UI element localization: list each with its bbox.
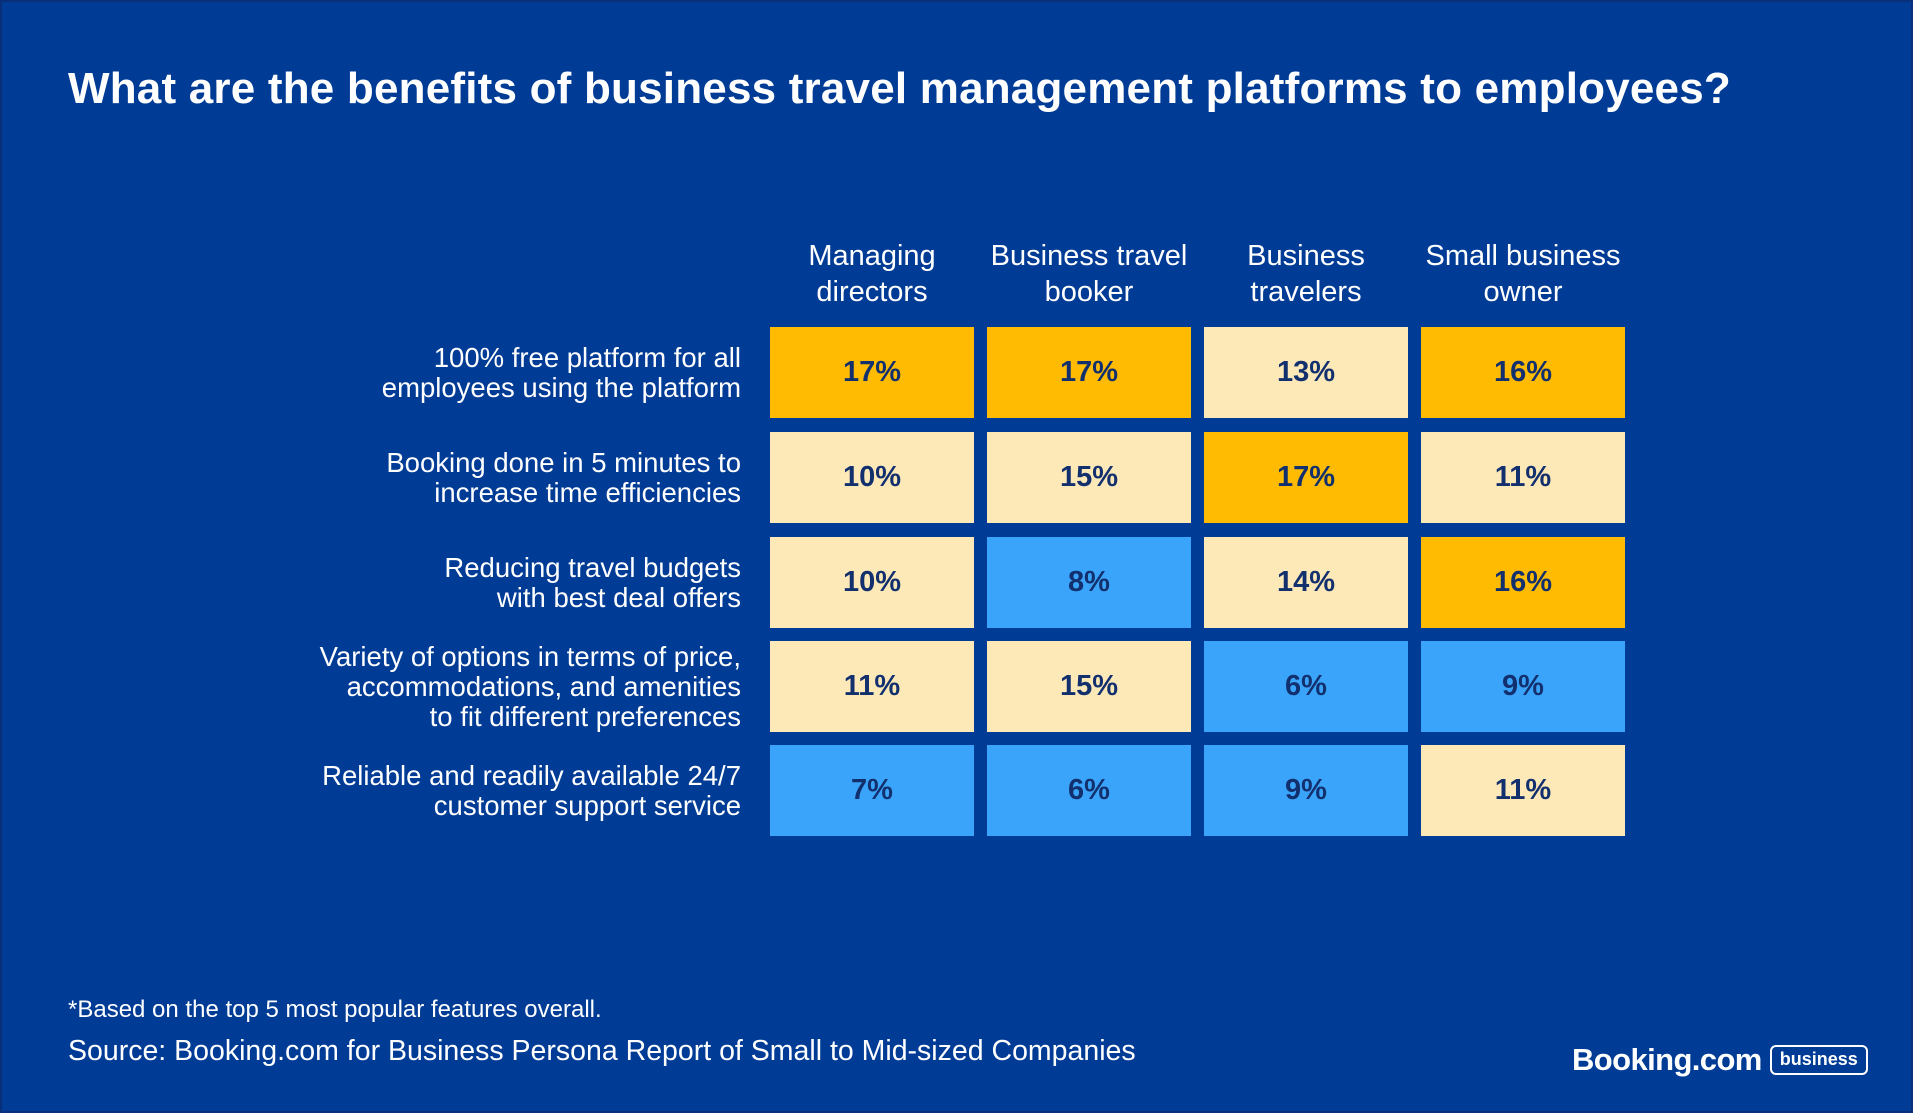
brand-name: Booking.com	[1572, 1042, 1762, 1077]
footnote: *Based on the top 5 most popular feature…	[68, 996, 602, 1023]
row-label: Reliable and readily available 24/7 cust…	[322, 759, 741, 821]
column-header: Business travel booker	[990, 240, 1188, 308]
heatmap-cell: 15%	[987, 641, 1191, 732]
heatmap-cell: 15%	[987, 432, 1191, 523]
heatmap-cell: 6%	[1204, 641, 1408, 732]
heatmap-cell: 11%	[770, 641, 974, 732]
heatmap-cell: 13%	[1204, 327, 1408, 418]
heatmap-cell: 11%	[1421, 745, 1625, 836]
heatmap-cell: 10%	[770, 537, 974, 628]
row-label: Variety of options in terms of price, ac…	[319, 640, 741, 732]
row-label: Reducing travel budgets with best deal o…	[444, 551, 741, 613]
brand-badge: business	[1769, 1045, 1868, 1075]
heatmap-cell: 6%	[987, 745, 1191, 836]
heatmap-cell: 16%	[1421, 537, 1625, 628]
chart-title: What are the benefits of business travel…	[68, 64, 1731, 113]
heatmap-cell: 7%	[770, 745, 974, 836]
heatmap-cell: 17%	[987, 327, 1191, 418]
heatmap-cell: 16%	[1421, 327, 1625, 418]
row-label: Booking done in 5 minutes to increase ti…	[386, 446, 741, 508]
heatmap-cell: 17%	[770, 327, 974, 418]
source-note: Source: Booking.com for Business Persona…	[68, 1035, 1136, 1067]
brand-logo: Booking.com business	[1572, 1042, 1868, 1078]
heatmap-cell: 9%	[1421, 641, 1625, 732]
heatmap-cell: 11%	[1421, 432, 1625, 523]
heatmap-cell: 14%	[1204, 537, 1408, 628]
heatmap-cell: 8%	[987, 537, 1191, 628]
column-header: Business travelers	[1247, 240, 1365, 308]
column-header: Small business owner	[1425, 240, 1621, 308]
heatmap-cell: 9%	[1204, 745, 1408, 836]
heatmap-cell: 10%	[770, 432, 974, 523]
column-header: Managing directors	[808, 240, 936, 308]
heatmap-cell: 17%	[1204, 432, 1408, 523]
row-label: 100% free platform for all employees usi…	[381, 341, 741, 403]
